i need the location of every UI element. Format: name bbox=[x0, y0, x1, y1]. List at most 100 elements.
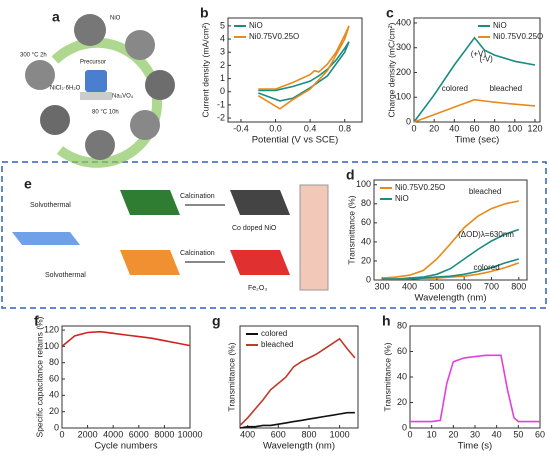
co-doped-nio bbox=[230, 190, 290, 215]
sem-image bbox=[40, 105, 70, 135]
y-axis-label: Current density (mA/cm²) bbox=[200, 22, 210, 117]
y-tick-label: 100 bbox=[396, 92, 411, 102]
diagram-text: NiCl₂·6H₂O bbox=[50, 86, 81, 92]
diagram-text: Solvothermal bbox=[30, 202, 71, 209]
sem-image bbox=[85, 130, 115, 160]
y-tick-label: 0 bbox=[220, 86, 225, 96]
y-tick-label: 1 bbox=[220, 73, 225, 83]
y-tick-label: 3 bbox=[220, 47, 225, 57]
y-tick-label: 200 bbox=[396, 67, 411, 77]
nanostructure bbox=[120, 190, 180, 215]
series-line bbox=[413, 36, 536, 123]
series-line bbox=[382, 200, 519, 279]
x-tick-label: 10 bbox=[427, 429, 437, 439]
panel-label: e bbox=[24, 176, 32, 192]
diagram-text: Fe₂O₃ bbox=[248, 285, 267, 292]
panel-label: h bbox=[382, 313, 391, 329]
y-tick-label: 60 bbox=[397, 346, 407, 356]
x-tick-label: 800 bbox=[301, 429, 316, 439]
x-axis-label: Wavelength (nm) bbox=[415, 293, 487, 304]
panel-a-diagram bbox=[25, 14, 175, 168]
y-tick-label: 40 bbox=[361, 236, 371, 246]
series-line bbox=[410, 354, 540, 423]
x-tick-label: -0.4 bbox=[233, 123, 249, 133]
series-line bbox=[382, 258, 520, 280]
y-axis-label: Transmittance (%) bbox=[382, 342, 392, 411]
y-tick-label: 0 bbox=[406, 116, 411, 126]
y-axis-label: Transmittance (%) bbox=[346, 195, 356, 264]
plot-frame bbox=[413, 17, 541, 123]
x-axis-label: Cycle numbers bbox=[94, 441, 158, 452]
plot-frame bbox=[239, 325, 359, 429]
x-tick-label: 0.4 bbox=[304, 123, 317, 133]
panel-e-diagram bbox=[12, 184, 329, 291]
legend-label: NiO bbox=[493, 21, 507, 30]
x-tick-label: 60 bbox=[469, 123, 479, 133]
x-tick-label: 0 bbox=[407, 429, 412, 439]
annotation: colored bbox=[442, 84, 468, 93]
x-tick-label: 6000 bbox=[129, 429, 149, 439]
sem-image bbox=[25, 60, 55, 90]
diagram-text: NiO bbox=[110, 16, 121, 22]
x-tick-label: 8000 bbox=[154, 429, 174, 439]
legend-label: colored bbox=[261, 329, 287, 338]
arrow bbox=[185, 204, 225, 263]
beaker bbox=[85, 70, 107, 92]
x-axis-label: Wavelength (nm) bbox=[263, 441, 335, 452]
legend-label: bleached bbox=[261, 340, 293, 349]
x-tick-label: 600 bbox=[271, 429, 286, 439]
x-tick-label: 400 bbox=[402, 281, 417, 291]
substrate bbox=[12, 232, 80, 245]
y-tick-label: 80 bbox=[397, 320, 407, 330]
x-axis-label: Potential (V vs SCE) bbox=[252, 135, 339, 146]
stirrer bbox=[80, 92, 112, 100]
y-tick-label: 300 bbox=[396, 42, 411, 52]
x-tick-label: 120 bbox=[527, 123, 542, 133]
y-tick-label: 5 bbox=[220, 20, 225, 30]
plot-frame bbox=[373, 179, 528, 281]
device bbox=[299, 184, 329, 291]
x-tick-label: 50 bbox=[513, 429, 523, 439]
x-tick-label: 20 bbox=[448, 429, 458, 439]
plot-frame bbox=[227, 17, 363, 123]
nanostructure bbox=[120, 250, 180, 275]
panel-label: g bbox=[212, 313, 221, 329]
legend-label: Ni0.75V0.25O bbox=[249, 32, 299, 41]
y-tick-label: 40 bbox=[49, 390, 59, 400]
panel-label: c bbox=[386, 5, 394, 21]
y-axis-label: Transmittance (%) bbox=[226, 342, 236, 411]
x-tick-label: 40 bbox=[449, 123, 459, 133]
x-tick-label: 0.0 bbox=[269, 123, 282, 133]
sem-image bbox=[74, 14, 106, 46]
y-tick-label: 0 bbox=[366, 274, 371, 284]
y-tick-label: 0 bbox=[54, 422, 59, 432]
fe2o3 bbox=[230, 250, 290, 275]
diagram-text: Na₃VO₄ bbox=[112, 94, 134, 100]
x-tick-label: 30 bbox=[470, 429, 480, 439]
y-tick-label: -1 bbox=[217, 99, 225, 109]
x-tick-label: 800 bbox=[511, 281, 526, 291]
series-line bbox=[258, 41, 350, 102]
y-tick-label: 80 bbox=[361, 198, 371, 208]
panel-label: b bbox=[200, 5, 209, 21]
y-tick-label: 120 bbox=[44, 324, 59, 334]
x-tick-label: 40 bbox=[492, 429, 502, 439]
x-tick-label: 20 bbox=[429, 123, 439, 133]
x-tick-label: 0.8 bbox=[338, 123, 351, 133]
y-tick-label: 100 bbox=[356, 179, 371, 189]
legend-label: Ni0.75V0.25O bbox=[395, 183, 445, 192]
diagram-text: 300 °C 2h bbox=[20, 53, 47, 59]
x-tick-label: 700 bbox=[484, 281, 499, 291]
legend-label: Ni0.75V0.25O bbox=[493, 32, 543, 41]
x-tick-label: 60 bbox=[535, 429, 545, 439]
x-tick-label: 2000 bbox=[78, 429, 98, 439]
plot-frame bbox=[61, 325, 191, 429]
x-tick-label: 100 bbox=[507, 123, 522, 133]
x-tick-label: 10000 bbox=[177, 429, 202, 439]
annotation: (+V) bbox=[471, 50, 487, 59]
annotation: colored bbox=[473, 263, 499, 272]
y-tick-label: 40 bbox=[397, 371, 407, 381]
annotation: bleached bbox=[490, 84, 522, 93]
x-tick-label: 1000 bbox=[330, 429, 350, 439]
